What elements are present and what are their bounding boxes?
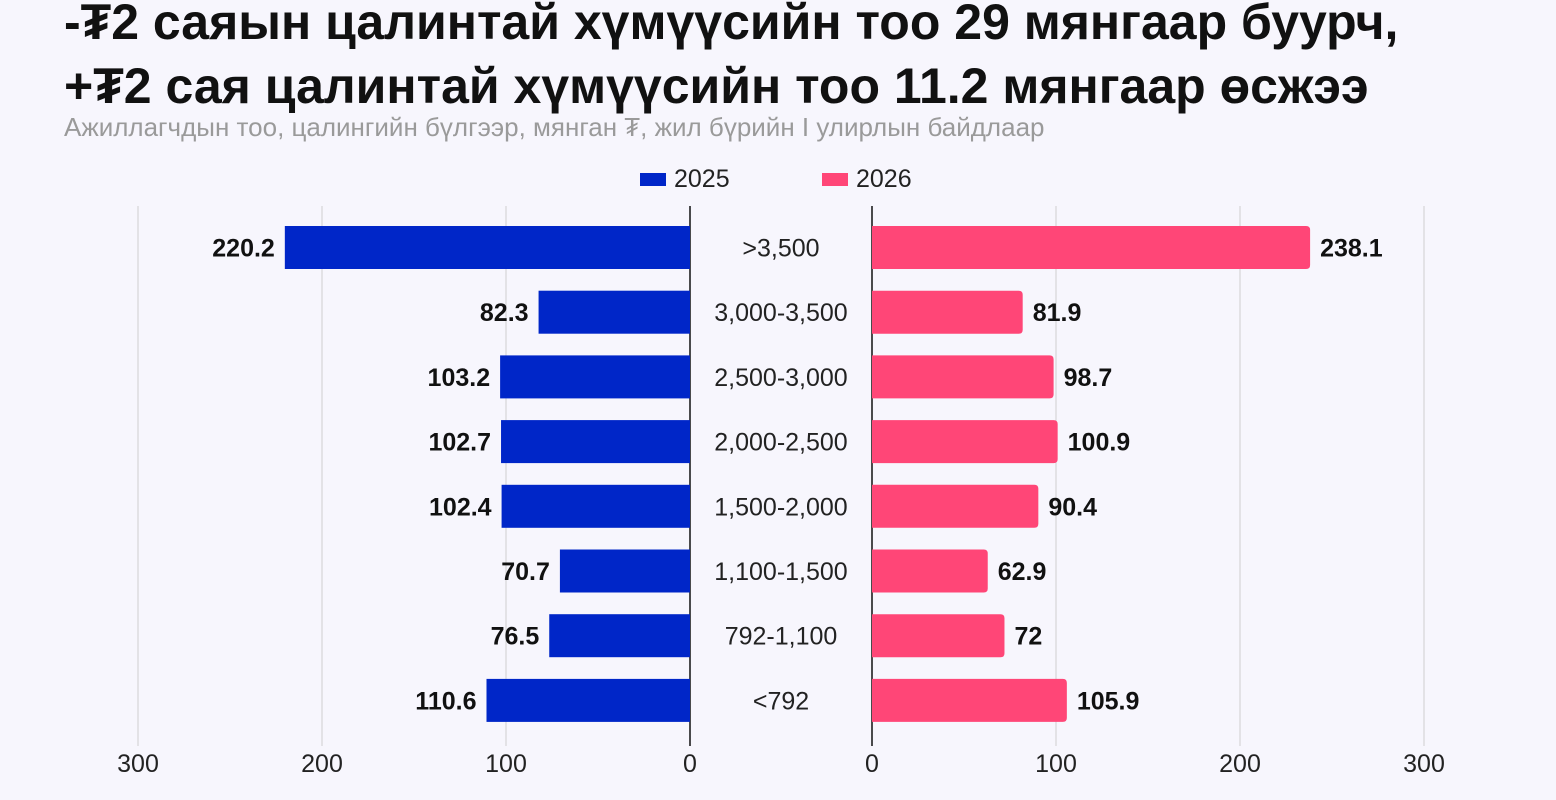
data-label-2025-row-6: 76.5: [491, 623, 540, 651]
category-label-row-4: 1,500-2,000: [714, 493, 847, 521]
data-label-2025-row-3: 102.7: [428, 429, 491, 457]
bar-2025-row-5: [559, 549, 690, 593]
tick-label-left-200: 200: [301, 750, 343, 778]
data-label-2026-row-6: 72: [1014, 623, 1042, 651]
tick-label-left-100: 100: [485, 750, 527, 778]
bar-2025-row-4: [501, 484, 690, 528]
data-label-2026-row-3: 100.9: [1068, 429, 1131, 457]
data-label-2026-row-5: 62.9: [998, 558, 1047, 586]
data-label-2026-row-1: 81.9: [1033, 299, 1082, 327]
bar-2025-row-0: [284, 226, 690, 269]
bar-2026-row-3: [872, 420, 1058, 464]
bar-2025-row-3: [501, 420, 690, 464]
tick-label-left-0: 0: [683, 750, 697, 778]
data-label-2025-row-4: 102.4: [429, 493, 492, 521]
legend-swatch-2025: [640, 172, 666, 186]
data-label-2026-row-0: 238.1: [1320, 235, 1383, 263]
legend-item-2026: 2026: [822, 162, 912, 196]
legend-label-2025: 2025: [674, 164, 730, 193]
legend-swatch-2026: [822, 172, 848, 186]
bar-2026-row-6: [872, 614, 1005, 658]
tick-label-right-300: 300: [1403, 750, 1445, 778]
category-label-row-5: 1,100-1,500: [714, 558, 847, 586]
bar-2026-row-7: [872, 678, 1067, 722]
category-label-row-2: 2,500-3,000: [714, 364, 847, 392]
data-label-2025-row-0: 220.2: [212, 235, 275, 263]
bar-2026-row-0: [872, 226, 1311, 269]
chart-subtitle: Ажиллагчдын тоо, цалингийн бүлгээр, мянг…: [64, 112, 1045, 142]
bar-2026-row-2: [872, 355, 1054, 399]
bar-2026-row-1: [872, 290, 1023, 334]
category-label-row-0: >3,500: [742, 235, 819, 263]
chart-title-line-1: -₮2 саяын цалинтай хүмүүсийн тоо 29 мянг…: [64, 0, 1399, 50]
data-label-2025-row-1: 82.3: [480, 299, 529, 327]
category-label-row-7: <792: [753, 687, 809, 715]
legend-label-2026: 2026: [856, 164, 912, 193]
bar-2026-row-5: [872, 549, 988, 593]
data-label-2025-row-2: 103.2: [428, 364, 491, 392]
tick-label-right-100: 100: [1035, 750, 1077, 778]
chart-title: -₮2 саяын цалинтай хүмүүсийн тоо 29 мянг…: [64, 0, 1544, 118]
data-label-2026-row-4: 90.4: [1048, 493, 1097, 521]
bar-2025-row-2: [500, 355, 690, 399]
category-label-row-3: 2,000-2,500: [714, 429, 847, 457]
category-label-row-1: 3,000-3,500: [714, 299, 847, 327]
data-label-2026-row-7: 105.9: [1077, 687, 1140, 715]
data-label-2026-row-2: 98.7: [1064, 364, 1113, 392]
bar-2025-row-1: [538, 290, 690, 334]
tick-label-left-300: 300: [117, 750, 159, 778]
legend-item-2025: 2025: [640, 162, 730, 196]
legend: 2025 2026: [0, 162, 1556, 196]
tick-label-right-200: 200: [1219, 750, 1261, 778]
bar-2026-row-4: [872, 484, 1039, 528]
bar-2025-row-6: [549, 614, 690, 658]
data-label-2025-row-7: 110.6: [415, 687, 476, 715]
data-label-2025-row-5: 70.7: [501, 558, 550, 586]
tick-label-right-0: 0: [865, 750, 879, 778]
category-label-row-6: 792-1,100: [725, 623, 838, 651]
bar-2025-row-7: [486, 678, 690, 722]
chart-title-line-2: +₮2 сая цалинтай хүмүүсийн тоо 11.2 мянг…: [64, 58, 1369, 114]
